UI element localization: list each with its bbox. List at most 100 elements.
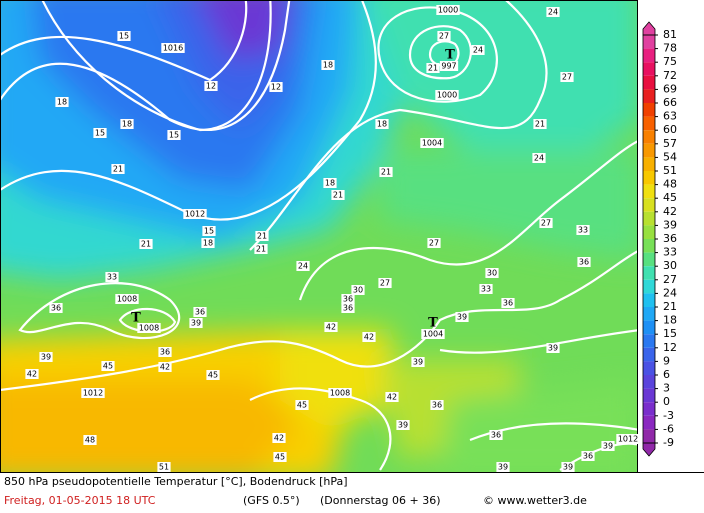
isotherm-label: 27 bbox=[541, 219, 551, 228]
isotherm-label-box bbox=[139, 239, 153, 249]
legend-swatch bbox=[643, 130, 655, 144]
legend-swatch bbox=[643, 48, 655, 63]
isotherm-label: 51 bbox=[159, 463, 169, 472]
legend-swatch bbox=[643, 184, 655, 199]
isotherm-label-box bbox=[49, 303, 63, 313]
isobar-label: 1016 bbox=[163, 44, 183, 53]
isobar-label: 997 bbox=[441, 62, 456, 71]
isotherm-label-box bbox=[158, 362, 172, 372]
legend-tick-label: 60 bbox=[663, 123, 677, 136]
isobar-label: 1012 bbox=[618, 435, 638, 444]
legend-swatch bbox=[643, 279, 655, 294]
isotherm-label-box bbox=[601, 441, 615, 451]
legend-tick-label: 36 bbox=[663, 232, 677, 245]
low-symbol: T bbox=[131, 311, 141, 326]
isotherm-label: 39 bbox=[457, 313, 467, 322]
isotherm-label-box bbox=[105, 272, 119, 282]
legend-tick-label: 75 bbox=[663, 55, 677, 68]
legend-swatch bbox=[643, 347, 655, 362]
isobar-label-box bbox=[161, 43, 185, 53]
isotherm-label: 45 bbox=[275, 453, 285, 462]
isotherm-label: 18 bbox=[57, 98, 67, 107]
isotherm-label: 30 bbox=[487, 269, 497, 278]
legend-swatch bbox=[643, 402, 655, 416]
isotherm-label-box bbox=[167, 130, 181, 140]
isobar-label-box bbox=[115, 294, 139, 304]
isotherm-label-box bbox=[272, 433, 286, 443]
isotherm-label: 27 bbox=[429, 239, 439, 248]
isotherm-label: 36 bbox=[51, 304, 61, 313]
isotherm-label-box bbox=[254, 244, 268, 254]
legend-tick-label: 30 bbox=[663, 259, 677, 272]
isotherm-label: 15 bbox=[204, 227, 214, 236]
isotherm-label-box bbox=[55, 97, 69, 107]
isotherm-label-box bbox=[396, 420, 410, 430]
isobar-label: 1000 bbox=[437, 91, 457, 100]
isobar-label: 1012 bbox=[185, 210, 205, 219]
isotherm-label: 27 bbox=[380, 279, 390, 288]
isotherm-label-box bbox=[437, 31, 451, 41]
isotherm-label-box bbox=[489, 430, 503, 440]
isotherm-label: 21 bbox=[113, 165, 123, 174]
legend-tick-label: 54 bbox=[663, 150, 677, 163]
isobar-label-box bbox=[439, 61, 459, 71]
isobar-label: 1008 bbox=[330, 389, 350, 398]
isotherm-label-box bbox=[341, 303, 355, 313]
isotherm-label: 36 bbox=[583, 452, 593, 461]
isotherm-label-box bbox=[378, 278, 392, 288]
legend-swatch bbox=[643, 103, 655, 117]
isotherm-label: 21 bbox=[428, 64, 438, 73]
isobar-label-box bbox=[183, 209, 207, 219]
legend-swatch bbox=[643, 198, 655, 212]
isotherm-label: 21 bbox=[535, 120, 545, 129]
isotherm-label-box bbox=[157, 462, 171, 472]
legend-cap-top bbox=[642, 21, 656, 36]
isotherm-label-box bbox=[201, 238, 215, 248]
isotherm-label: 42 bbox=[387, 393, 397, 402]
legend-swatch bbox=[643, 239, 655, 253]
isotherm-label-box bbox=[427, 238, 441, 248]
legend-swatch bbox=[643, 116, 655, 131]
isotherm-label: 45 bbox=[297, 401, 307, 410]
isotherm-label-box bbox=[193, 307, 207, 317]
isotherm-label: 36 bbox=[343, 304, 353, 313]
isotherm-label-box bbox=[101, 361, 115, 371]
temperature-field bbox=[0, 0, 637, 472]
isotherm-label-box bbox=[351, 285, 365, 295]
isotherm-label-box bbox=[411, 357, 425, 367]
isotherm-label-box bbox=[561, 462, 575, 472]
legend-swatch bbox=[643, 75, 655, 90]
isotherm-label: 18 bbox=[325, 179, 335, 188]
isobar-label: 1004 bbox=[423, 330, 443, 339]
isobar-label: 1004 bbox=[422, 139, 442, 148]
isotherm-label-box bbox=[362, 332, 376, 342]
isotherm-label-box bbox=[273, 452, 287, 462]
isotherm-label: 24 bbox=[473, 46, 483, 55]
legend-tick-label: 12 bbox=[663, 341, 677, 354]
legend-tick-label: 9 bbox=[663, 354, 670, 367]
isotherm-label: 36 bbox=[491, 431, 501, 440]
legend-tick-label: 57 bbox=[663, 137, 677, 150]
isotherm-label: 36 bbox=[195, 308, 205, 317]
legend-swatch bbox=[643, 35, 655, 49]
isotherm-label: 39 bbox=[398, 421, 408, 430]
isotherm-label-box bbox=[581, 451, 595, 461]
legend-tick-label: 21 bbox=[663, 300, 677, 313]
isotherm-label-box bbox=[576, 225, 590, 235]
isotherm-label-box bbox=[189, 318, 203, 328]
isotherm-label-box bbox=[430, 400, 444, 410]
isotherm-label-box bbox=[93, 128, 107, 138]
legend-tick-label: 63 bbox=[663, 110, 677, 123]
isobar-label-box bbox=[435, 90, 459, 100]
isotherm-label: 39 bbox=[41, 353, 51, 362]
legend-tick-label: 45 bbox=[663, 191, 677, 204]
isotherm-label: 42 bbox=[27, 370, 37, 379]
legend-tick-label: 42 bbox=[663, 205, 677, 218]
isotherm-label-box bbox=[577, 257, 591, 267]
isotherm-label-box bbox=[120, 119, 134, 129]
isotherm-label-box bbox=[204, 81, 218, 91]
isobar-label-box bbox=[81, 388, 105, 398]
isotherm-label: 18 bbox=[122, 120, 132, 129]
map-area bbox=[0, 0, 637, 472]
